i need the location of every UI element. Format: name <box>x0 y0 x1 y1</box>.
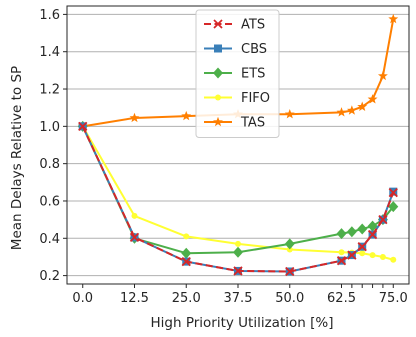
data-point-ets <box>336 228 347 240</box>
y-tick-label: 0.2 <box>39 269 60 284</box>
y-tick-label: 1.4 <box>39 45 60 60</box>
data-point-fifo <box>359 250 366 257</box>
data-point-ats <box>378 214 388 225</box>
data-point-ats <box>357 242 367 252</box>
data-point-ets <box>367 220 378 232</box>
legend-label: ETS <box>241 67 265 82</box>
x-marker-stroke <box>388 187 398 198</box>
plot-frame <box>66 5 410 285</box>
data-point-ets <box>233 246 243 258</box>
data-point-ats <box>388 187 398 198</box>
legend-swatch-marker <box>214 44 222 53</box>
data-point-tas <box>388 13 399 24</box>
data-point-tas <box>357 101 368 111</box>
data-point-fifo <box>131 212 138 219</box>
data-point-fifo <box>379 253 386 260</box>
data-point-tas <box>129 112 140 123</box>
data-point-tas <box>346 105 357 115</box>
x-axis-label: High Priority Utilization [%] <box>151 315 334 331</box>
data-point-fifo <box>390 256 397 263</box>
x-tick-label: 25.0 <box>172 291 201 306</box>
data-point-ats <box>181 256 191 267</box>
y-tick-label: 1.6 <box>39 8 60 23</box>
legend-swatch-marker <box>213 67 223 79</box>
legend-swatch-marker <box>213 116 223 127</box>
x-tick-label: 12.5 <box>120 291 149 306</box>
x-marker-stroke <box>181 256 191 267</box>
data-point-ets <box>181 247 192 259</box>
data-point-fifo <box>369 252 376 259</box>
legend: ATS CBS ETS FIFO TAS <box>195 9 280 138</box>
y-tick-label: 0.4 <box>39 232 60 247</box>
x-marker-stroke <box>367 229 378 240</box>
legend-label: CBS <box>241 42 267 57</box>
x-marker-stroke <box>213 19 223 29</box>
data-point-ets <box>346 226 357 238</box>
x-tick-label: 75.0 <box>379 291 408 306</box>
series-layer <box>77 13 399 277</box>
data-point-tas <box>284 109 295 119</box>
series-ats <box>78 121 398 277</box>
y-axis-label: Mean Delays Relative to SP <box>9 66 25 250</box>
data-point-tas <box>367 94 378 104</box>
data-point-ets <box>284 238 295 250</box>
legend-label: ATS <box>241 18 265 33</box>
x-marker-stroke <box>336 256 347 266</box>
legend-item-tas: TAS <box>204 116 265 131</box>
y-tick-label: 1.2 <box>39 83 60 98</box>
x-marker-stroke <box>378 214 388 225</box>
data-point-tas <box>377 70 388 81</box>
x-tick-label: 62.5 <box>327 291 356 306</box>
data-point-tas <box>181 110 192 121</box>
legend-label: TAS <box>240 116 265 131</box>
data-point-ets <box>388 201 399 213</box>
legend-item-ets: ETS <box>204 67 265 82</box>
legend-swatch-marker <box>215 94 221 101</box>
y-tick-label: 1.0 <box>39 120 60 135</box>
legend-swatch-marker <box>213 19 223 29</box>
legend-item-cbs: CBS <box>204 42 267 57</box>
x-marker-stroke <box>78 121 88 131</box>
legend-item-ats: ATS <box>204 18 265 33</box>
data-point-ats <box>336 256 347 266</box>
x-marker-stroke <box>357 242 367 252</box>
x-marker-stroke <box>285 266 295 277</box>
y-tick-label: 0.6 <box>39 194 60 209</box>
data-point-ats <box>347 250 357 260</box>
axes-layer: 0.2 0.4 0.6 0.8 1.0 1.2 1.4 1.6 0.0 12.5 25.0 37.5 5… <box>39 5 410 306</box>
legend-item-fifo: FIFO <box>204 91 270 106</box>
data-point-ats <box>233 266 243 276</box>
y-tick-label: 0.8 <box>39 157 60 172</box>
data-point-ats <box>78 121 88 131</box>
data-point-fifo <box>286 246 293 253</box>
x-tick-label: 37.5 <box>224 291 253 306</box>
x-marker-stroke <box>233 266 243 276</box>
data-point-fifo <box>338 249 345 256</box>
data-point-ats <box>367 229 378 240</box>
data-point-ats <box>285 266 295 277</box>
legend-box <box>195 9 280 138</box>
data-point-ats <box>129 232 140 242</box>
data-point-tas <box>336 107 347 117</box>
data-point-fifo <box>235 240 241 247</box>
data-point-fifo <box>183 233 190 240</box>
x-marker-stroke <box>347 250 357 260</box>
x-marker-stroke <box>129 232 140 242</box>
x-tick-label: 50.0 <box>275 291 304 306</box>
x-tick-label: 0.0 <box>72 291 93 306</box>
legend-label: FIFO <box>241 91 270 106</box>
data-point-ets <box>357 223 368 235</box>
